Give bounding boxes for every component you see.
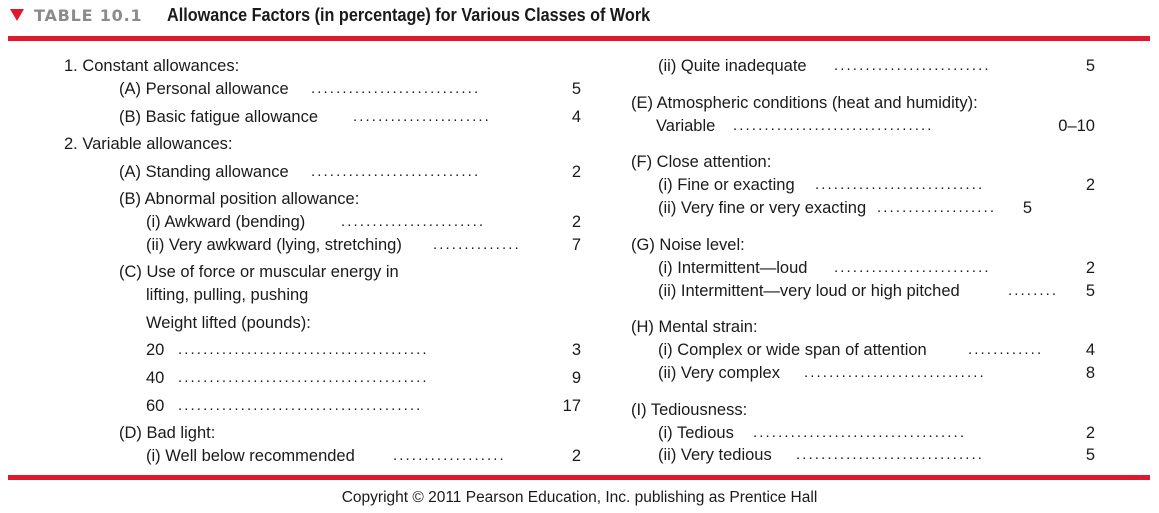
well-below-label: (i) Well below recommended [146,447,355,465]
dot-leader: ........................................ [178,341,429,358]
dot-leader: .............. [433,236,521,253]
personal-allowance-value: 5 [571,80,581,98]
table-number: TABLE 10.1 [34,6,143,25]
copyright-notice: Copyright © 2011 Pearson Education, Inc.… [341,489,818,506]
dot-leader: ........................... [815,176,985,193]
atmospheric-heading: (E) Atmospheric conditions (heat and hum… [631,94,978,112]
personal-allowance-label: (A) Personal allowance [119,80,289,98]
very-complex-label: (ii) Very complex [658,364,780,382]
very-fine-value: 5 [1022,199,1032,217]
dot-leader: .................. [393,447,506,464]
very-fine-label: (ii) Very fine or very exacting [658,199,867,217]
standing-allowance-label: (A) Standing allowance [119,163,289,181]
intermittent-very-loud-label: (ii) Intermittent—very loud or high pitc… [658,282,960,300]
noise-level-heading: (G) Noise level: [631,236,745,254]
very-awkward-value: 7 [571,236,581,254]
quite-inadequate-label: (ii) Quite inadequate [658,57,807,75]
weight-20-label: 20 [146,341,165,359]
intermittent-very-loud-value: 5 [1085,282,1095,300]
complex-value: 4 [1085,341,1095,359]
variable-label: Variable [656,117,716,135]
mental-strain-heading: (H) Mental strain: [631,318,758,336]
intermittent-loud-value: 2 [1085,259,1095,277]
dot-leader: ......................... [834,259,991,276]
intermittent-loud-label: (i) Intermittent—loud [658,259,808,277]
dot-leader: ....................................... [178,397,423,414]
variable-allowances-heading: 2. Variable allowances: [64,135,233,153]
variable-value: 0–10 [1058,117,1095,135]
dot-leader: ............................. [804,364,986,381]
tediousness-heading: (I) Tediousness: [631,401,748,419]
close-attention-heading: (F) Close attention: [631,153,772,171]
quite-inadequate-value: 5 [1085,57,1095,75]
dot-leader: ............ [968,341,1044,358]
tedious-label: (i) Tedious [658,424,734,442]
basic-fatigue-label: (B) Basic fatigue allowance [119,108,319,126]
weight-40-value: 9 [571,369,581,387]
triangle-marker-icon [10,9,24,21]
top-rule [8,36,1150,41]
weight-60-label: 60 [146,397,165,415]
bad-light-heading: (D) Bad light: [119,424,216,442]
fine-exacting-label: (i) Fine or exacting [658,176,795,194]
dot-leader: ........................... [311,163,481,180]
weight-40-label: 40 [146,369,165,387]
very-tedious-value: 5 [1085,446,1095,464]
force-heading-line-2: lifting, pulling, pushing [146,286,309,304]
tedious-value: 2 [1085,424,1095,442]
dot-leader: .................................. [753,424,967,441]
dot-leader: ....................... [341,213,486,230]
abnormal-position-heading: (B) Abnormal position allowance: [119,190,360,208]
awkward-label: (i) Awkward (bending) [146,213,306,231]
dot-leader: ........................................ [178,369,429,386]
basic-fatigue-value: 4 [571,108,581,126]
constant-allowances-heading: 1. Constant allowances: [64,57,240,75]
dot-leader: ........ [1008,282,1059,299]
complex-label: (i) Complex or wide span of attention [658,341,927,359]
very-tedious-label: (ii) Very tedious [658,446,772,464]
dot-leader: ......................... [834,57,991,74]
table-title: Allowance Factors (in percentage) for Va… [167,5,651,25]
dot-leader: .............................. [796,446,985,463]
well-below-value: 2 [571,447,581,465]
very-complex-value: 8 [1085,364,1095,382]
bottom-rule [8,475,1150,480]
force-heading-line-1: (C) Use of force or muscular energy in [119,263,399,281]
very-awkward-label: (ii) Very awkward (lying, stretching) [146,236,402,254]
standing-allowance-value: 2 [571,163,581,181]
dot-leader: ................................ [733,117,934,134]
weight-lifted-heading: Weight lifted (pounds): [146,314,311,332]
dot-leader: ........................... [311,80,481,97]
dot-leader: ...................... [353,108,491,125]
dot-leader: ................... [877,199,997,216]
weight-60-value: 17 [562,397,581,415]
weight-20-value: 3 [571,341,581,359]
awkward-value: 2 [571,213,581,231]
fine-exacting-value: 2 [1085,176,1095,194]
